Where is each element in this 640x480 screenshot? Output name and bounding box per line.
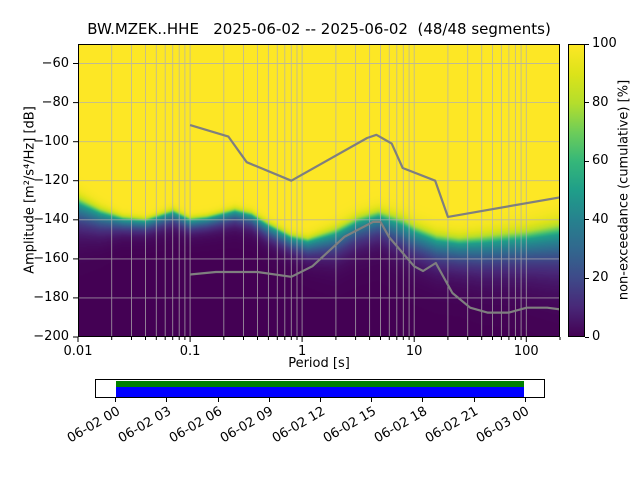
ppsd-plot-area — [73, 44, 561, 342]
coverage-psd-bar — [116, 387, 524, 397]
y-tick-label: −160 — [33, 250, 69, 266]
time-tick-label: 06-02 00 — [64, 404, 123, 447]
time-tick-mark — [371, 398, 373, 402]
x-tick-label: 100 — [513, 344, 539, 359]
y-tick-label: −140 — [33, 211, 69, 227]
time-tick-label: 06-02 09 — [218, 404, 277, 447]
ppsd-heatmap — [78, 44, 560, 337]
y-tick-label: −80 — [41, 94, 69, 110]
colorbar — [568, 44, 585, 337]
time-tick-label: 06-02 03 — [115, 404, 174, 447]
nlnm-line — [189, 220, 560, 314]
time-coverage-axis — [95, 379, 545, 398]
colorbar-tick-mark — [585, 43, 589, 45]
x-tick-label: 1 — [297, 344, 307, 359]
x-tick-label: 0.1 — [179, 344, 201, 359]
time-tick-label: 06-02 06 — [166, 404, 226, 447]
y-tick-label: −200 — [33, 329, 69, 344]
time-tick-label: 06-02 18 — [371, 404, 430, 447]
time-tick-label: 06-02 15 — [320, 404, 379, 447]
y-tick-label: −180 — [33, 289, 69, 305]
y-axis-label: Amplitude [m²/s⁴/Hz] [dB] — [22, 106, 38, 274]
time-tick-label: 06-02 21 — [422, 404, 482, 447]
colorbar-tick-label: 0 — [592, 329, 601, 344]
colorbar-tick-label: 80 — [592, 94, 609, 110]
colorbar-tick-mark — [585, 277, 589, 279]
plot-frame — [78, 44, 560, 337]
colorbar-tick-mark — [585, 336, 589, 338]
x-tick-label: 10 — [405, 344, 423, 359]
colorbar-tick-label: 60 — [592, 153, 609, 169]
time-tick-mark — [320, 398, 321, 402]
time-tick-mark — [217, 398, 219, 402]
nhnm-line — [189, 124, 560, 218]
time-tick-label: 06-02 12 — [269, 404, 328, 447]
time-tick-mark — [115, 398, 117, 402]
x-tick-label: 0.01 — [63, 344, 93, 359]
x-axis-label: Period [s] — [288, 356, 350, 371]
axis-ticks — [73, 63, 561, 342]
time-tick-mark — [166, 398, 168, 402]
plot-overlay — [73, 44, 561, 342]
coverage-data-bar — [116, 381, 524, 387]
time-tick-mark — [422, 398, 424, 402]
colorbar-tick-mark — [585, 219, 589, 221]
time-tick-mark — [473, 398, 475, 402]
y-tick-label: −60 — [41, 55, 69, 71]
grid-lines — [78, 44, 560, 337]
noise-model-lines — [189, 124, 560, 314]
colorbar-tick-label: 20 — [592, 270, 609, 286]
colorbar-tick-label: 100 — [592, 36, 617, 51]
colorbar-tick-label: 40 — [592, 211, 609, 227]
colorbar-tick-mark — [585, 102, 589, 104]
colorbar-label: non-exceedance (cumulative) [%] — [616, 79, 632, 301]
time-tick-label: 06-03 00 — [474, 404, 533, 447]
y-tick-label: −120 — [33, 172, 69, 188]
time-tick-mark — [268, 398, 270, 402]
time-tick-mark — [524, 398, 526, 402]
plot-title: BW.MZEK..HHE 2025-06-02 -- 2025-06-02 (4… — [87, 20, 551, 38]
y-tick-label: −100 — [33, 133, 69, 149]
colorbar-tick-mark — [585, 160, 589, 162]
